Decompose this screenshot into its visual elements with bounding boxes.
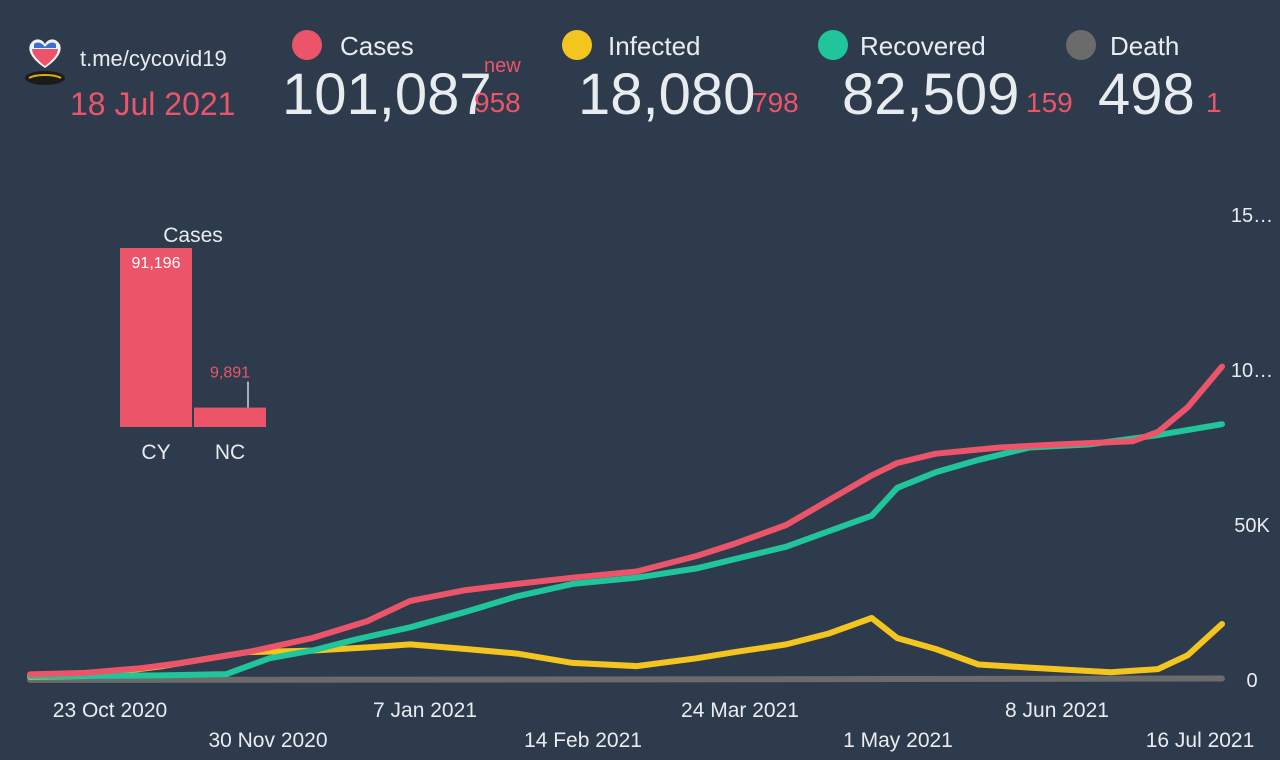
- recovered-legend-dot: [818, 30, 848, 60]
- x-tick-label: 1 May 2021: [843, 729, 953, 752]
- cyprus-heart-logo: [20, 32, 70, 88]
- x-tick-label: 8 Jun 2021: [1005, 699, 1109, 722]
- death-total: 498: [1098, 62, 1195, 127]
- y-tick-label: 10…: [1231, 360, 1273, 382]
- bar-value-label: 91,196: [132, 255, 181, 272]
- recovered-total: 82,509: [842, 62, 1020, 127]
- channel-link[interactable]: t.me/cycovid19: [80, 46, 227, 71]
- infected-legend-dot: [562, 30, 592, 60]
- cumulative-line-chart: 0 50K 10… 15… 23 Oct 2020 7 Jan 2021 24 Mar 20…: [27, 205, 1273, 752]
- y-tick-label: 0: [1246, 670, 1257, 692]
- x-tick-label: 16 Jul 2021: [1146, 729, 1255, 752]
- report-date: 18 Jul 2021: [70, 86, 236, 122]
- death-legend-dot: [1066, 30, 1096, 60]
- bar-cy: [120, 248, 192, 427]
- cases-new-label: new: [484, 55, 521, 77]
- infected-new-count: 798: [752, 87, 799, 118]
- x-tick-label: 14 Feb 2021: [524, 729, 642, 752]
- cases-legend-label: Cases: [340, 31, 414, 61]
- bar-nc: [194, 407, 266, 427]
- x-tick-label: 24 Mar 2021: [681, 699, 799, 722]
- recovered-new-count: 159: [1026, 87, 1073, 118]
- x-tick-label: 7 Jan 2021: [373, 699, 477, 722]
- bar-category-label: NC: [215, 441, 245, 464]
- y-tick-label: 15…: [1231, 205, 1273, 227]
- cases-total: 101,087: [282, 62, 492, 127]
- death-legend-label: Death: [1110, 31, 1180, 61]
- bar-chart-title: Cases: [163, 224, 223, 247]
- series-line-recovered: [27, 421, 1225, 680]
- y-tick-label: 50K: [1234, 515, 1270, 537]
- x-tick-label: 30 Nov 2020: [208, 729, 327, 752]
- infected-total: 18,080: [578, 62, 756, 127]
- cases-legend-dot: [292, 30, 322, 60]
- bar-value-label: 9,891: [210, 365, 250, 382]
- x-tick-label: 23 Oct 2020: [53, 699, 167, 722]
- recovered-legend-label: Recovered: [860, 31, 986, 61]
- bar-category-label: CY: [141, 441, 170, 464]
- series-line-infected: [27, 615, 1225, 680]
- cases-new-count: 958: [474, 87, 521, 118]
- infected-legend-label: Infected: [608, 31, 701, 61]
- region-cases-bar-chart: Cases 91,196 CY 9,891 NC: [120, 224, 266, 464]
- series-line-cases: [27, 363, 1225, 678]
- series-line-death: [27, 675, 1225, 683]
- death-new-count: 1: [1206, 87, 1222, 118]
